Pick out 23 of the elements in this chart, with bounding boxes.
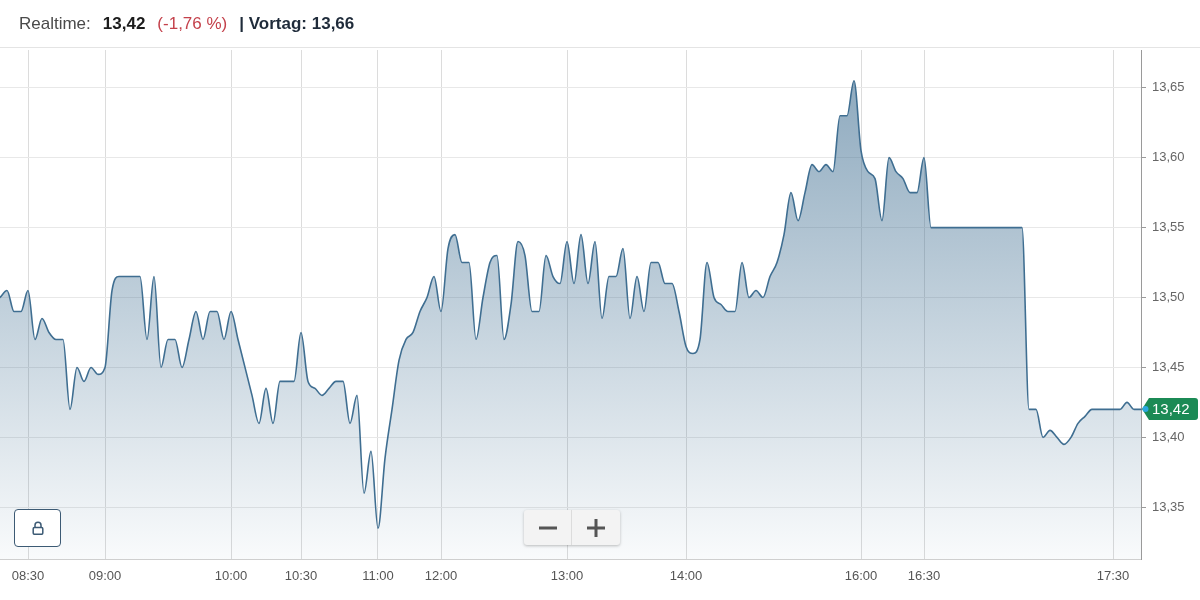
x-tick-label: 10:30	[284, 568, 318, 584]
y-tick-label: 13,55	[1152, 219, 1185, 235]
x-tick-label: 09:00	[88, 568, 122, 584]
y-tick-label: 13,35	[1152, 498, 1185, 514]
y-tick-label: 13,65	[1152, 79, 1185, 95]
text: Realtime:	[19, 13, 91, 34]
x-tick-label: 14:00	[669, 568, 703, 584]
text: | Vortag: 13,66	[239, 13, 355, 34]
x-tick-label: 12:00	[424, 568, 458, 584]
y-tick-label: 13,60	[1152, 149, 1185, 165]
x-tick-label: 08:30	[11, 568, 45, 584]
text: 13,42	[102, 13, 146, 34]
x-tick-label: 13:00	[550, 568, 584, 584]
y-tick-label: 13,50	[1152, 289, 1185, 305]
y-tick-label: 13,40	[1152, 428, 1185, 444]
x-tick-label: 17:30	[1096, 568, 1130, 584]
text: (-1,76 %)	[157, 13, 228, 34]
y-tick-label: 13,45	[1152, 359, 1185, 374]
x-tick-label: 16:00	[844, 568, 878, 584]
x-tick-label: 11:00	[362, 568, 394, 584]
x-tick-label: 16:30	[907, 568, 941, 584]
x-tick-label: 10:00	[214, 568, 248, 584]
text: 13,42	[1152, 399, 1190, 420]
